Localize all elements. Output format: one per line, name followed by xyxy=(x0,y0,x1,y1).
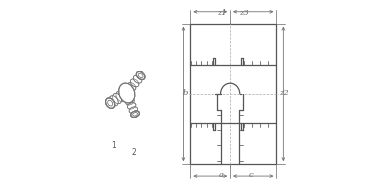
Text: c: c xyxy=(249,171,254,179)
Text: z1: z1 xyxy=(217,9,226,17)
Text: b: b xyxy=(182,89,188,97)
Text: z2: z2 xyxy=(279,89,289,97)
Ellipse shape xyxy=(105,98,115,108)
Ellipse shape xyxy=(131,111,139,117)
Ellipse shape xyxy=(133,75,142,83)
Ellipse shape xyxy=(126,99,134,105)
Ellipse shape xyxy=(116,91,125,101)
Ellipse shape xyxy=(131,79,139,87)
Ellipse shape xyxy=(136,71,145,79)
Ellipse shape xyxy=(106,98,115,108)
Ellipse shape xyxy=(119,83,135,103)
Text: z3: z3 xyxy=(239,9,249,17)
Ellipse shape xyxy=(127,83,136,91)
Ellipse shape xyxy=(127,103,136,109)
Ellipse shape xyxy=(113,93,122,104)
Text: 3: 3 xyxy=(138,71,143,80)
Text: 1: 1 xyxy=(111,141,116,150)
Ellipse shape xyxy=(136,71,145,79)
Ellipse shape xyxy=(129,107,138,113)
Text: a: a xyxy=(219,171,224,179)
Text: 2: 2 xyxy=(131,148,136,158)
Ellipse shape xyxy=(109,96,118,106)
Ellipse shape xyxy=(131,111,139,117)
